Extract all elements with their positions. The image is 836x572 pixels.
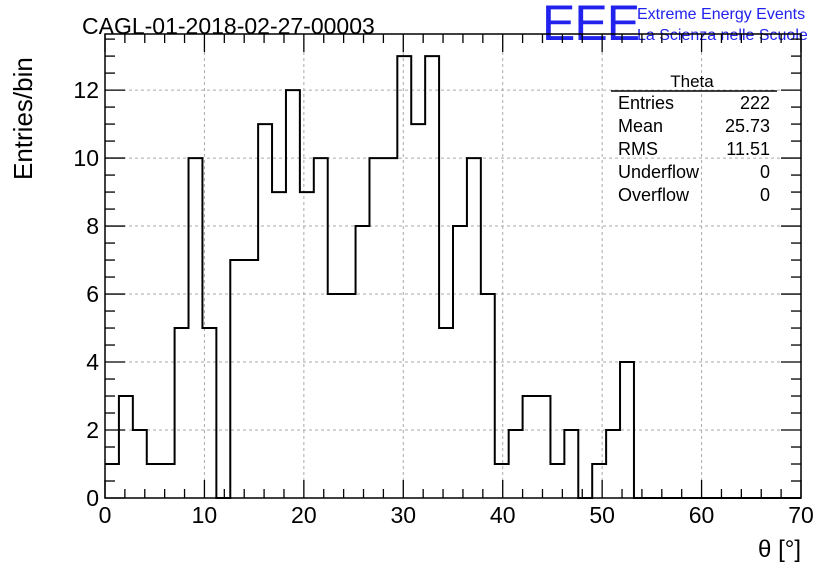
axis-tick-labels: 0 10 20 30 40 50 60 70 0 2 4 6 8 10 12 xyxy=(73,77,813,528)
x-tick-label: 40 xyxy=(490,502,516,528)
histogram-bin xyxy=(258,124,272,498)
histogram-bars xyxy=(105,55,801,499)
x-tick-label: 70 xyxy=(788,502,814,528)
axis-ticks xyxy=(104,34,802,499)
org-name-line2: La Scienza nelle Scuole xyxy=(637,27,808,44)
histogram-bin xyxy=(133,430,147,498)
histogram-bin xyxy=(230,260,244,498)
histogram-bin xyxy=(342,294,356,498)
y-tick-label: 4 xyxy=(86,349,99,375)
stats-row-value: 0 xyxy=(760,185,770,205)
y-tick-label: 6 xyxy=(86,281,99,307)
histogram-bin xyxy=(244,260,258,498)
histogram-bin xyxy=(495,464,509,498)
histogram-bin xyxy=(467,158,481,498)
x-axis-label: θ [°] xyxy=(758,536,801,563)
y-tick-label: 8 xyxy=(86,213,99,239)
stats-row-label: Entries xyxy=(618,93,674,113)
histogram-bin xyxy=(523,396,537,498)
stats-row-value: 11.51 xyxy=(726,139,770,159)
histogram-bin xyxy=(411,124,425,498)
eee-logo-mark: EEE xyxy=(542,0,639,51)
histogram-bin xyxy=(175,328,189,498)
x-tick-label: 60 xyxy=(689,502,715,528)
x-tick-label: 30 xyxy=(390,502,416,528)
x-tick-label: 0 xyxy=(99,502,112,528)
x-tick-label: 50 xyxy=(589,502,615,528)
histogram-bin xyxy=(328,294,342,498)
histogram-bin xyxy=(300,192,314,498)
stats-title: Theta xyxy=(670,72,714,91)
histogram-bin xyxy=(314,158,328,498)
histogram-bin xyxy=(272,192,286,498)
histogram-bin xyxy=(189,158,203,498)
stats-row-label: Underflow xyxy=(618,162,700,182)
histogram-bin xyxy=(509,430,523,498)
histogram-bin xyxy=(161,464,175,498)
histogram-bin xyxy=(147,464,161,498)
histogram-bin xyxy=(369,158,383,498)
stats-box: Theta Entries 222 Mean 25.73 RMS 11.51 Underfl… xyxy=(611,72,777,205)
org-name-line1: Extreme Energy Events xyxy=(637,6,805,23)
histogram-bin xyxy=(383,158,397,498)
histogram-bin xyxy=(564,430,578,498)
y-tick-label: 10 xyxy=(73,145,99,171)
x-tick-label: 10 xyxy=(192,502,218,528)
histogram-outline xyxy=(105,55,801,499)
histogram-bin xyxy=(425,56,439,498)
stats-row-value: 0 xyxy=(760,162,770,182)
y-axis-label: Entries/bin xyxy=(8,57,38,180)
stats-row-label: RMS xyxy=(618,139,658,159)
histogram-bin xyxy=(606,430,620,498)
histogram-bin xyxy=(592,464,606,498)
histogram-bin xyxy=(439,328,453,498)
histogram-bin xyxy=(119,396,133,498)
y-tick-label: 2 xyxy=(86,417,99,443)
chart-title: CAGL-01-2018-02-27-00003 xyxy=(82,13,375,39)
y-tick-label: 0 xyxy=(86,485,99,511)
stats-row-value: 222 xyxy=(740,93,770,113)
histogram-bin xyxy=(481,294,495,498)
stats-row-label: Mean xyxy=(618,116,663,136)
histogram-bin xyxy=(537,396,551,498)
eee-logo: EEE Extreme Energy Events La Scienza nel… xyxy=(542,0,808,51)
x-tick-label: 20 xyxy=(291,502,317,528)
stats-row-label: Overflow xyxy=(618,185,690,205)
plot-frame xyxy=(104,33,802,499)
histogram-bin xyxy=(397,56,411,498)
y-tick-label: 12 xyxy=(73,77,99,103)
stats-row-value: 25.73 xyxy=(725,116,770,136)
